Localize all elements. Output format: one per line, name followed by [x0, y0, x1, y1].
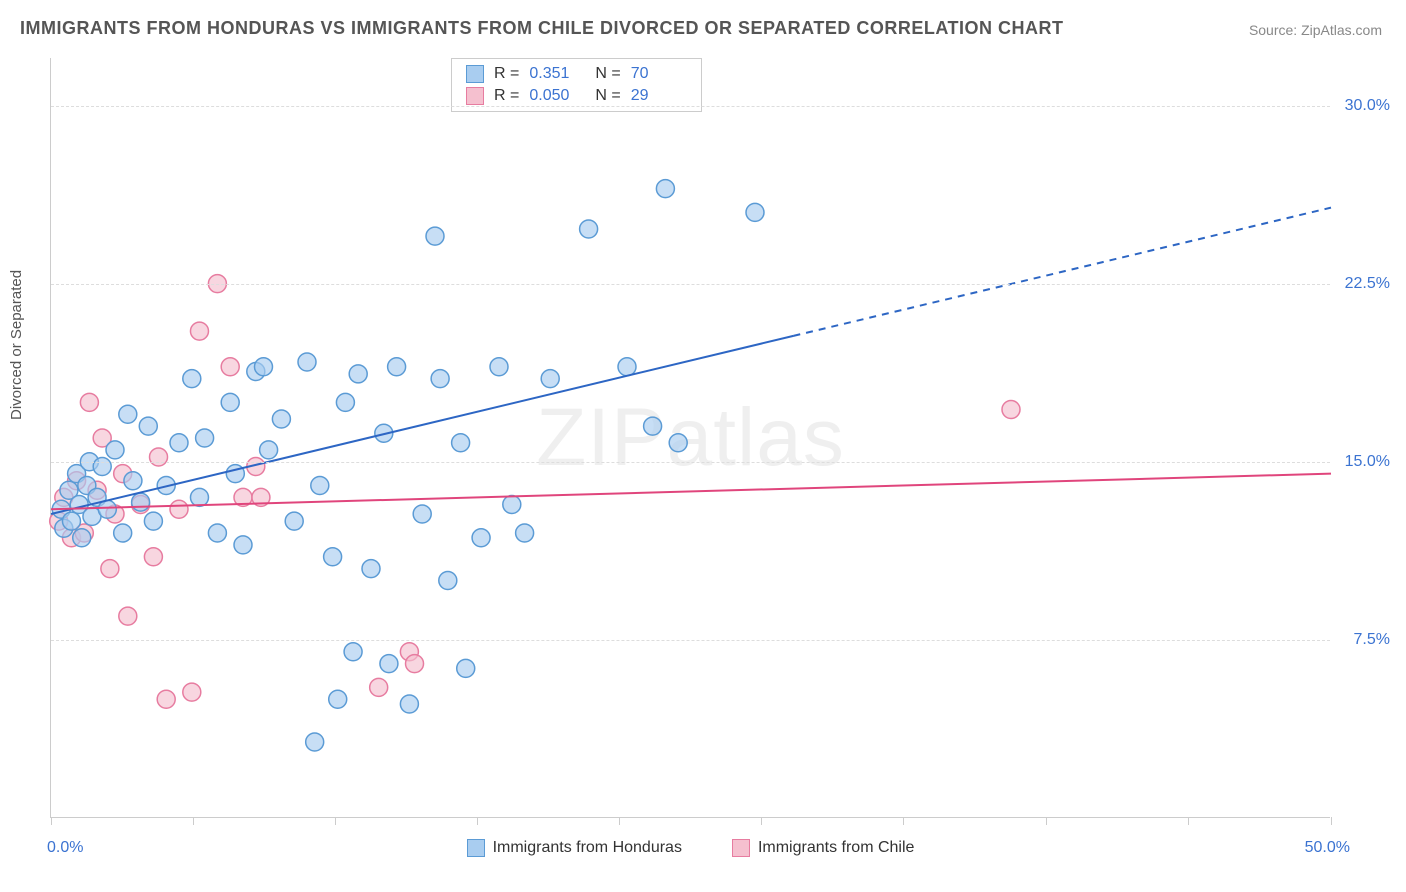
honduras-point [62, 512, 80, 530]
gridline [51, 284, 1330, 285]
honduras-point [306, 733, 324, 751]
honduras-point [190, 488, 208, 506]
honduras-point [272, 410, 290, 428]
honduras-point [254, 358, 272, 376]
honduras-point [439, 572, 457, 590]
honduras-point [431, 370, 449, 388]
honduras-point [260, 441, 278, 459]
legend-label: Immigrants from Chile [758, 839, 914, 857]
honduras-point [93, 458, 111, 476]
x-tick [335, 817, 336, 825]
legend-item: Immigrants from Chile [732, 839, 914, 857]
honduras-point [426, 227, 444, 245]
chile-point [190, 322, 208, 340]
honduras-point [298, 353, 316, 371]
source-attribution: Source: ZipAtlas.com [1249, 22, 1382, 38]
chile-point [1002, 401, 1020, 419]
chile-point [80, 393, 98, 411]
honduras-point [644, 417, 662, 435]
chile-point [406, 655, 424, 673]
honduras-point [503, 496, 521, 514]
x-tick [477, 817, 478, 825]
honduras-point [124, 472, 142, 490]
chile-point [183, 683, 201, 701]
scatter-plot-svg [51, 58, 1330, 817]
bottom-legend: Immigrants from Honduras Immigrants from … [51, 839, 1330, 857]
x-tick [1188, 817, 1189, 825]
chile-point [150, 448, 168, 466]
chile-point [101, 560, 119, 578]
chile-point [221, 358, 239, 376]
honduras-point [516, 524, 534, 542]
plot-area: ZIPatlas R =0.351N =70R =0.050N =29 7.5%… [50, 58, 1330, 818]
y-tick-label: 7.5% [1354, 631, 1390, 649]
honduras-point [344, 643, 362, 661]
honduras-point [132, 493, 150, 511]
chart-title: IMMIGRANTS FROM HONDURAS VS IMMIGRANTS F… [20, 18, 1063, 39]
honduras-point [388, 358, 406, 376]
honduras-trendline [51, 336, 793, 514]
y-tick-label: 30.0% [1345, 97, 1390, 115]
y-tick-label: 15.0% [1345, 453, 1390, 471]
legend-swatch [467, 839, 485, 857]
honduras-point [196, 429, 214, 447]
honduras-point [311, 477, 329, 495]
honduras-point [362, 560, 380, 578]
gridline [51, 640, 1330, 641]
honduras-point [746, 203, 764, 221]
honduras-point [139, 417, 157, 435]
honduras-trendline-dash [793, 208, 1331, 336]
x-tick [761, 817, 762, 825]
legend-item: Immigrants from Honduras [467, 839, 682, 857]
x-tick [1331, 817, 1332, 825]
honduras-point [580, 220, 598, 238]
honduras-point [669, 434, 687, 452]
honduras-point [144, 512, 162, 530]
chile-point [144, 548, 162, 566]
chile-point [157, 690, 175, 708]
honduras-point [541, 370, 559, 388]
chile-point [370, 678, 388, 696]
gridline [51, 462, 1330, 463]
chile-point [170, 500, 188, 518]
x-tick [619, 817, 620, 825]
gridline [51, 106, 1330, 107]
honduras-point [490, 358, 508, 376]
honduras-point [183, 370, 201, 388]
honduras-point [329, 690, 347, 708]
honduras-point [413, 505, 431, 523]
y-tick-label: 22.5% [1345, 275, 1390, 293]
honduras-point [457, 659, 475, 677]
honduras-point [106, 441, 124, 459]
honduras-point [618, 358, 636, 376]
honduras-point [170, 434, 188, 452]
honduras-point [221, 393, 239, 411]
honduras-point [380, 655, 398, 673]
honduras-point [119, 405, 137, 423]
honduras-point [73, 529, 91, 547]
honduras-point [472, 529, 490, 547]
chile-point [119, 607, 137, 625]
x-tick [903, 817, 904, 825]
y-axis-label: Divorced or Separated [8, 270, 25, 420]
x-tick [51, 817, 52, 825]
x-tick [1046, 817, 1047, 825]
honduras-point [656, 180, 674, 198]
honduras-point [208, 524, 226, 542]
honduras-point [336, 393, 354, 411]
legend-swatch [732, 839, 750, 857]
honduras-point [349, 365, 367, 383]
x-tick [193, 817, 194, 825]
honduras-point [452, 434, 470, 452]
honduras-point [285, 512, 303, 530]
legend-label: Immigrants from Honduras [493, 839, 682, 857]
honduras-point [400, 695, 418, 713]
honduras-point [324, 548, 342, 566]
honduras-point [234, 536, 252, 554]
honduras-point [114, 524, 132, 542]
